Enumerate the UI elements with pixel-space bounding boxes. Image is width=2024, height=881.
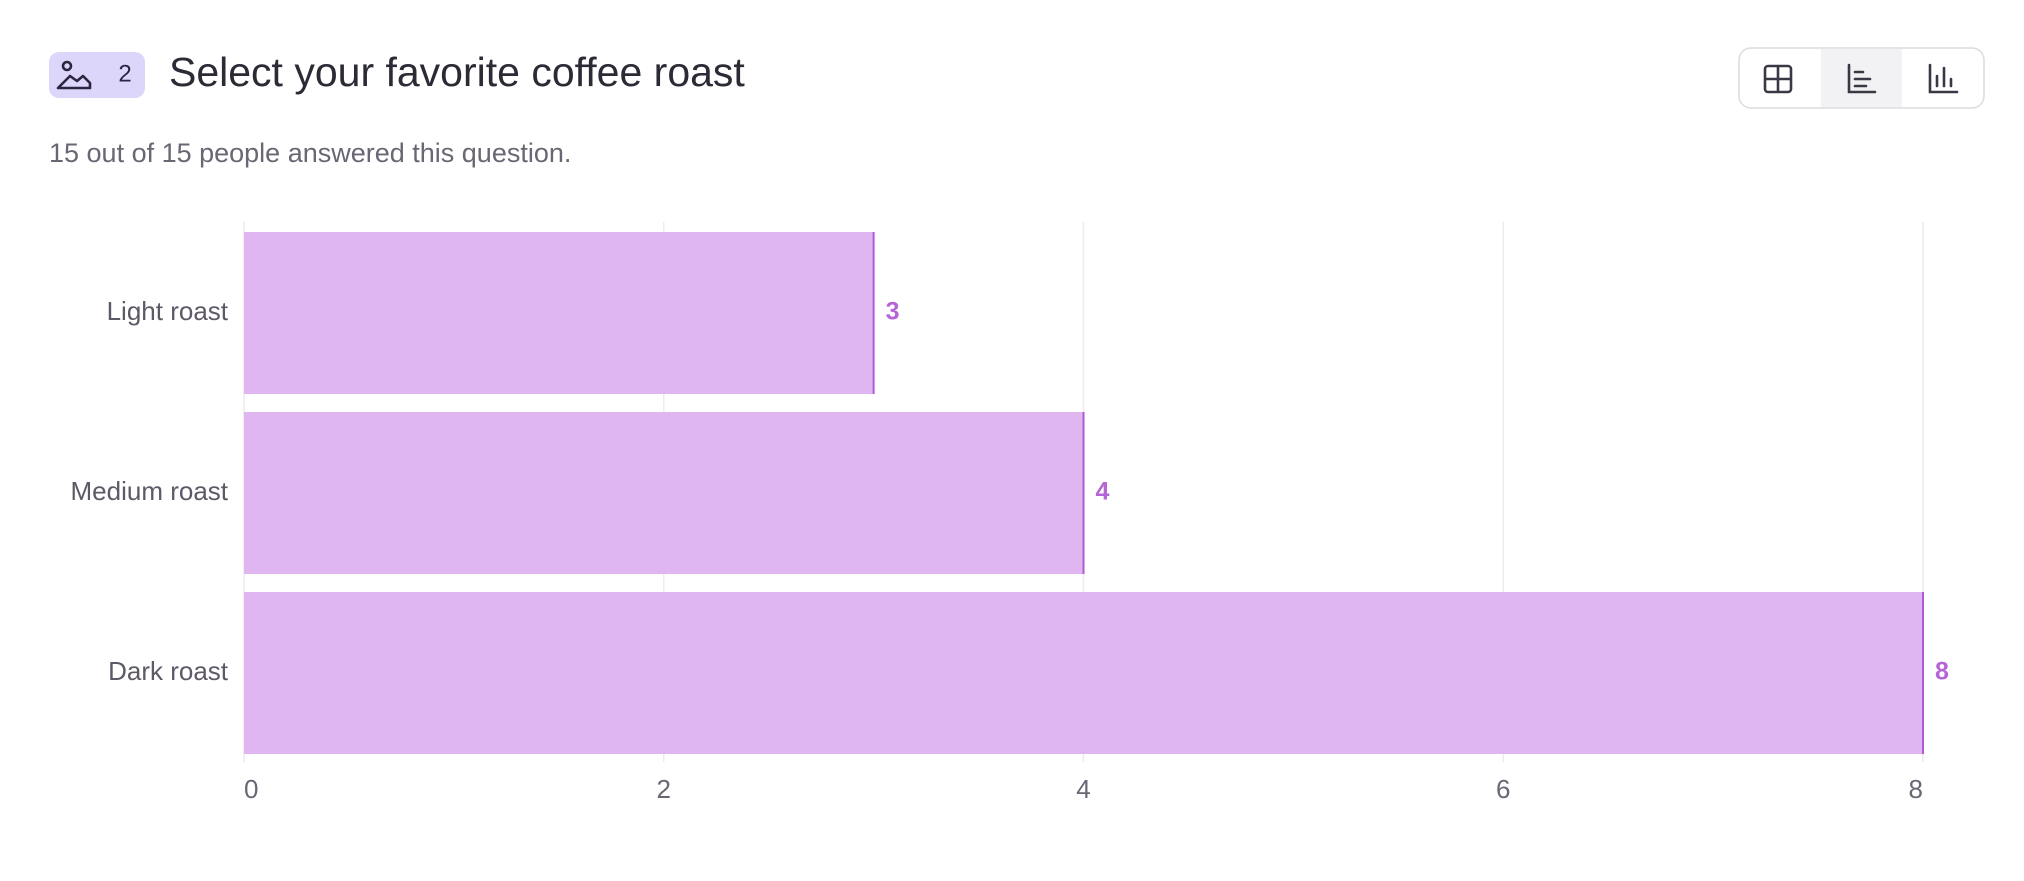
y-tick-label: Light roast [107,296,229,326]
badge [49,52,145,98]
x-tick-label: 0 [244,774,258,804]
x-tick-label: 2 [657,774,671,804]
x-tick-label: 8 [1909,774,1923,804]
vertical-bar-view-button[interactable] [1928,63,1959,94]
bar [244,592,1923,754]
badge-icon [56,60,92,90]
bar [244,412,1084,574]
y-tick-label: Dark roast [108,656,229,686]
badge-number: 2 [118,60,131,87]
chart-title: Select your favorite coffee roast [169,49,745,95]
x-tick-label: 6 [1496,774,1510,804]
chart-subtitle: 15 out of 15 people answered this questi… [49,138,571,168]
horizontal-bar-view-button[interactable] [1847,63,1877,94]
table-view-button[interactable] [1763,64,1793,94]
bar [244,232,874,394]
value-label: 8 [1935,658,1949,686]
y-tick-label: Medium roast [71,476,229,506]
x-tick-label: 4 [1076,774,1090,804]
value-label: 3 [886,298,900,326]
value-label: 4 [1096,478,1110,506]
